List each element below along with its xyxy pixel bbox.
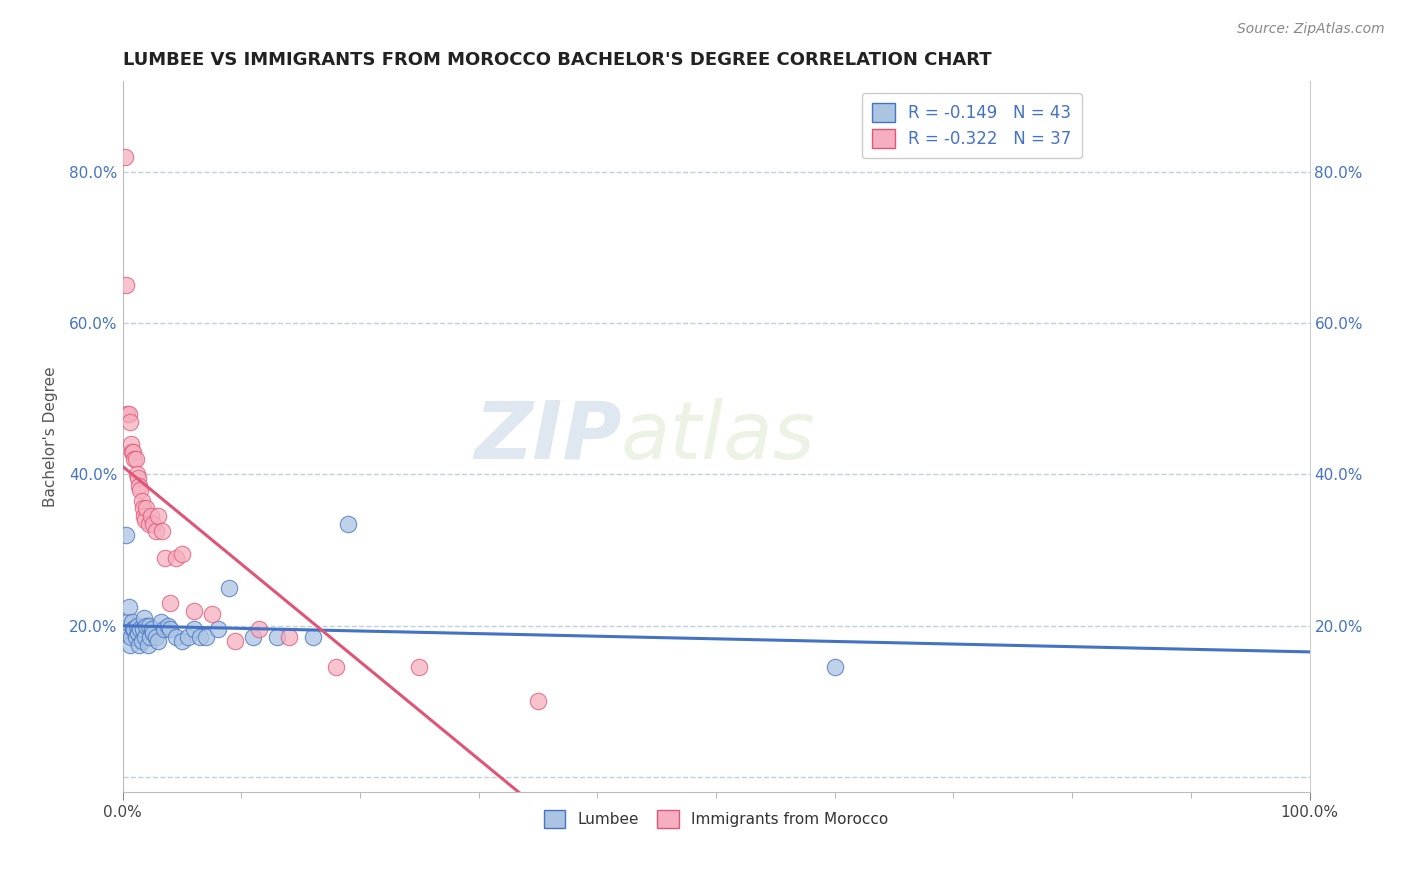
Y-axis label: Bachelor's Degree: Bachelor's Degree	[44, 367, 58, 507]
Point	[125, 467, 148, 482]
Point	[408, 660, 430, 674]
Point	[165, 550, 187, 565]
Point	[145, 630, 167, 644]
Point	[121, 444, 143, 458]
Point	[155, 550, 177, 565]
Point	[121, 615, 143, 629]
Point	[135, 501, 157, 516]
Point	[142, 516, 165, 531]
Point	[131, 633, 153, 648]
Point	[132, 501, 155, 516]
Point	[218, 581, 240, 595]
Point	[266, 630, 288, 644]
Text: atlas: atlas	[621, 398, 815, 475]
Point	[142, 626, 165, 640]
Point	[128, 638, 150, 652]
Point	[139, 509, 162, 524]
Point	[148, 509, 170, 524]
Point	[138, 516, 160, 531]
Point	[824, 660, 846, 674]
Point	[134, 630, 156, 644]
Point	[118, 638, 141, 652]
Point	[117, 615, 139, 629]
Point	[325, 660, 347, 674]
Point	[120, 437, 142, 451]
Point	[117, 407, 139, 421]
Point	[135, 618, 157, 632]
Point	[118, 415, 141, 429]
Point	[120, 630, 142, 644]
Point	[136, 638, 159, 652]
Point	[150, 524, 173, 538]
Text: Source: ZipAtlas.com: Source: ZipAtlas.com	[1237, 22, 1385, 37]
Text: ZIP: ZIP	[474, 398, 621, 475]
Point	[527, 694, 550, 708]
Point	[114, 623, 136, 637]
Point	[122, 623, 145, 637]
Point	[127, 626, 149, 640]
Point	[337, 516, 360, 531]
Point	[131, 494, 153, 508]
Point	[170, 547, 193, 561]
Point	[139, 630, 162, 644]
Point	[301, 630, 323, 644]
Point	[153, 623, 176, 637]
Point	[201, 607, 224, 622]
Point	[145, 524, 167, 538]
Point	[177, 630, 200, 644]
Point	[129, 483, 152, 497]
Legend: Lumbee, Immigrants from Morocco: Lumbee, Immigrants from Morocco	[537, 805, 894, 834]
Point	[132, 509, 155, 524]
Point	[117, 407, 139, 421]
Point	[165, 630, 187, 644]
Point	[207, 623, 229, 637]
Point	[124, 452, 146, 467]
Point	[242, 630, 264, 644]
Point	[183, 623, 205, 637]
Point	[124, 623, 146, 637]
Point	[138, 618, 160, 632]
Point	[170, 633, 193, 648]
Point	[247, 623, 270, 637]
Point	[115, 528, 138, 542]
Point	[224, 633, 246, 648]
Point	[159, 623, 181, 637]
Point	[125, 618, 148, 632]
Point	[129, 623, 152, 637]
Point	[122, 444, 145, 458]
Point	[124, 630, 146, 644]
Point	[148, 633, 170, 648]
Point	[134, 513, 156, 527]
Point	[124, 452, 146, 467]
Point	[114, 150, 136, 164]
Point	[117, 599, 139, 614]
Point	[141, 623, 163, 637]
Point	[188, 630, 211, 644]
Point	[149, 615, 172, 629]
Point	[277, 630, 299, 644]
Point	[183, 603, 205, 617]
Point	[132, 623, 155, 637]
Text: LUMBEE VS IMMIGRANTS FROM MOROCCO BACHELOR'S DEGREE CORRELATION CHART: LUMBEE VS IMMIGRANTS FROM MOROCCO BACHEL…	[122, 51, 991, 69]
Point	[115, 278, 138, 293]
Point	[194, 630, 217, 644]
Point	[156, 618, 179, 632]
Point	[159, 596, 181, 610]
Point	[128, 479, 150, 493]
Point	[127, 471, 149, 485]
Point	[132, 611, 155, 625]
